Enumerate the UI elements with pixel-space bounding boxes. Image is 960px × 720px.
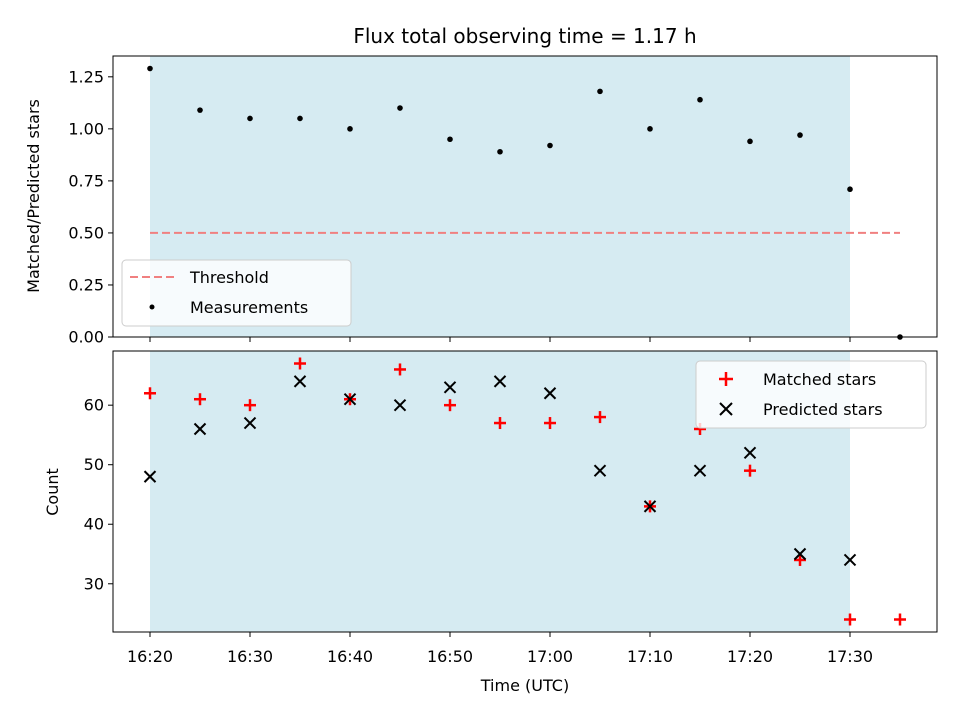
ratio-ytick-label: 0.50 xyxy=(68,223,104,242)
predicted-star-point xyxy=(793,547,807,561)
predicted-star-point xyxy=(493,375,507,388)
matched-star-point xyxy=(394,363,406,376)
ratio-legend: Threshold Measurements xyxy=(121,259,352,327)
measurement-point xyxy=(347,126,353,132)
count-xtick-label: 17:00 xyxy=(527,647,573,666)
ratio-ytick-label: 1.00 xyxy=(68,119,104,138)
measurement-point xyxy=(697,96,703,103)
measurement-point xyxy=(297,115,303,122)
matched-star-point xyxy=(544,417,556,430)
matched-star-point xyxy=(244,399,256,412)
measurement-point xyxy=(647,126,653,132)
measurement-point xyxy=(847,186,853,193)
measurement-point xyxy=(497,148,503,155)
predicted-star-point xyxy=(293,375,307,388)
matched-star-point xyxy=(144,387,156,400)
predicted-star-point xyxy=(543,387,557,400)
predicted-star-point xyxy=(143,470,157,483)
predicted-star-point xyxy=(593,464,607,477)
ratio-ytick-label: 0.25 xyxy=(68,275,104,294)
matched-star-point xyxy=(294,357,306,370)
predicted-star-point xyxy=(643,500,657,513)
count-panel-frame xyxy=(112,350,938,633)
chart-title: Flux total observing time = 1.17 h xyxy=(353,24,696,48)
matched-star-point xyxy=(194,393,206,406)
count-xtick-label: 16:20 xyxy=(127,647,173,666)
measurement-point xyxy=(247,115,253,122)
predicted-star-point xyxy=(743,446,757,460)
count-ytick-label: 60 xyxy=(84,396,104,415)
measurement-point xyxy=(597,88,603,95)
legend-measurements-swatch xyxy=(149,304,155,310)
predicted-star-point xyxy=(243,416,257,430)
predicted-star-point xyxy=(343,393,357,406)
matched-star-point xyxy=(894,613,906,626)
measurement-point xyxy=(397,105,403,111)
count-ytick-label: 40 xyxy=(84,515,104,534)
legend-measurements-label: Measurements xyxy=(190,298,308,317)
matched-star-point xyxy=(594,411,606,424)
ratio-ytick-label: 0.75 xyxy=(68,171,104,190)
matched-star-point xyxy=(794,553,806,566)
measurement-point xyxy=(747,138,753,145)
count-ytick-label: 50 xyxy=(84,455,104,474)
predicted-star-point xyxy=(843,553,857,567)
legend-matched-swatch xyxy=(719,372,733,386)
count-panel: 30 40 50 60 16:20 16:30 16:40 16:50 17:00 17:10 1… xyxy=(43,350,938,695)
ratio-panel-frame xyxy=(112,55,938,338)
matched-star-point xyxy=(744,464,756,477)
count-xtick-label: 17:20 xyxy=(727,647,773,666)
count-xtick-label: 16:50 xyxy=(427,647,473,666)
count-xtick-label: 17:10 xyxy=(627,647,673,666)
count-ylabel: Count xyxy=(43,468,62,516)
matched-star-point xyxy=(444,399,456,412)
matched-star-point xyxy=(844,613,856,626)
count-xtick-label: 16:40 xyxy=(327,647,373,666)
legend-predicted-label: Predicted stars xyxy=(763,400,883,419)
count-ytick-label: 30 xyxy=(84,574,104,593)
measurement-point xyxy=(447,136,453,143)
measurement-point xyxy=(547,142,553,149)
count-xtick-label: 17:30 xyxy=(827,647,873,666)
x-axis-label: Time (UTC) xyxy=(480,676,569,695)
predicted-star-point xyxy=(443,381,457,394)
count-legend: Matched stars Predicted stars xyxy=(695,360,927,429)
predicted-star-point xyxy=(193,422,207,436)
legend-threshold-label: Threshold xyxy=(189,268,269,287)
ratio-ylabel: Matched/Predicted stars xyxy=(24,99,43,293)
legend-matched-label: Matched stars xyxy=(763,370,876,389)
ratio-ytick-label: 1.25 xyxy=(68,67,104,86)
ratio-ytick-label: 0.00 xyxy=(68,328,104,347)
measurement-point xyxy=(147,65,153,72)
predicted-star-point xyxy=(693,464,707,477)
count-xtick-label: 16:30 xyxy=(227,647,273,666)
matched-star-point xyxy=(494,417,506,430)
measurement-point xyxy=(797,132,803,138)
legend-predicted-swatch xyxy=(719,402,733,416)
measurement-point xyxy=(197,107,203,113)
predicted-star-point xyxy=(393,398,407,412)
ratio-panel: 0.00 0.25 0.50 0.75 1.00 1.25 Matched/Predict… xyxy=(24,55,938,347)
